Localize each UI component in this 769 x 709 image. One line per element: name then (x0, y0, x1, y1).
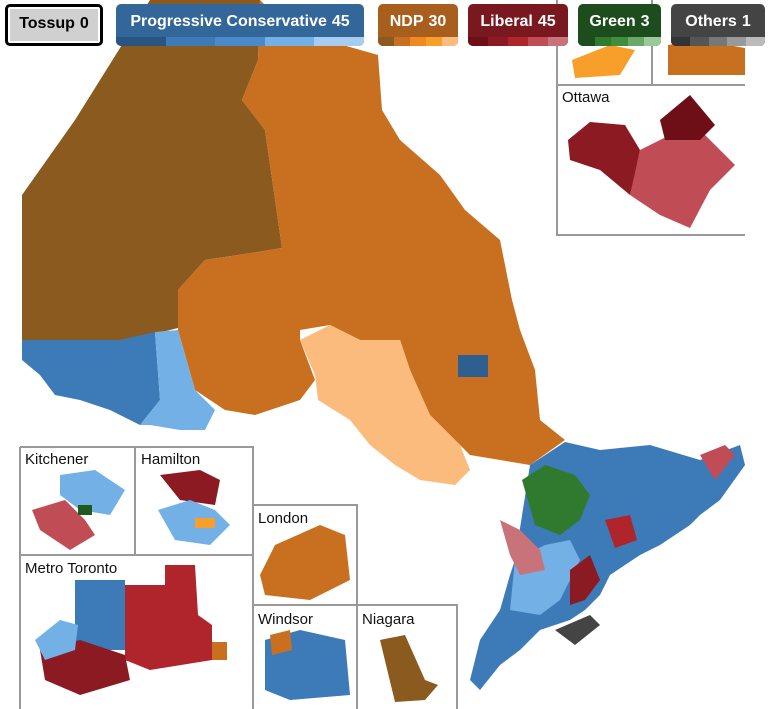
legend-button[interactable]: Green 3 (578, 4, 661, 46)
inset-hamilton-pc (158, 500, 230, 545)
region-liberal (605, 515, 637, 548)
legend-count: 0 (79, 15, 89, 32)
inset-kitchener-green (78, 505, 92, 515)
legend-button[interactable]: NDP 30 (378, 4, 458, 46)
region-others (555, 615, 600, 645)
legend-name: Tossup (19, 15, 75, 32)
legend-name: Green (589, 13, 636, 30)
legend-name: NDP (389, 13, 424, 30)
inset-london (260, 525, 350, 600)
inset-ottawa-east (630, 130, 735, 228)
region-green (522, 465, 590, 535)
inset-shape (572, 45, 635, 78)
inset-toronto-pc (75, 580, 125, 650)
inset-label: Hamilton (141, 451, 201, 468)
legend-count: 3 (640, 13, 650, 30)
inset-toronto-lib (125, 565, 212, 670)
legend-name: Progressive Conservative (130, 13, 327, 30)
region-north-ndp-light (300, 325, 470, 485)
region-pc-seat (458, 355, 488, 377)
inset-ottawa-core (660, 95, 715, 140)
region-south-pc (470, 442, 745, 690)
inset-hamilton-ndp (195, 518, 215, 528)
region-liberal-east (700, 445, 735, 480)
legend-button[interactable]: Progressive Conservative 45 (116, 4, 364, 46)
inset-kitchener-lib (32, 500, 95, 550)
legend-count: 45 (537, 13, 556, 30)
inset-label: Kitchener (25, 451, 89, 468)
inset-label: Windsor (258, 611, 314, 628)
inset-ottawa-west (568, 122, 640, 195)
legend-count: 1 (741, 13, 751, 30)
legend-button[interactable]: Liberal 45 (468, 4, 568, 46)
inset-label: Niagara (362, 611, 415, 628)
region-north-ndp (178, 0, 565, 465)
inset-windsor-ndp (270, 630, 292, 655)
region-pc-light (140, 330, 215, 430)
legend-name: Others (685, 13, 737, 30)
inset-toronto-ndp (212, 642, 227, 660)
legend-button[interactable]: Others 1 (671, 4, 765, 46)
legend-button[interactable]: Tossup 0 (5, 4, 103, 46)
inset-hamilton-lib (160, 470, 220, 505)
legend-count: 30 (428, 13, 447, 30)
region-north-west (22, 0, 282, 340)
region-south-liberal-light (500, 520, 545, 575)
legend-name: Liberal (480, 13, 533, 30)
inset-label: London (258, 510, 309, 527)
inset-toronto-pcl (35, 620, 78, 660)
inset-shape (668, 40, 745, 75)
inset-kitchener (60, 470, 125, 515)
inset-niagara (380, 635, 438, 702)
legend-count: 45 (331, 13, 350, 30)
region-liberal-gta (570, 555, 600, 605)
inset-label: Ottawa (562, 89, 610, 106)
inset-label: Metro Toronto (25, 560, 118, 577)
region-pc-northwest (22, 332, 160, 425)
